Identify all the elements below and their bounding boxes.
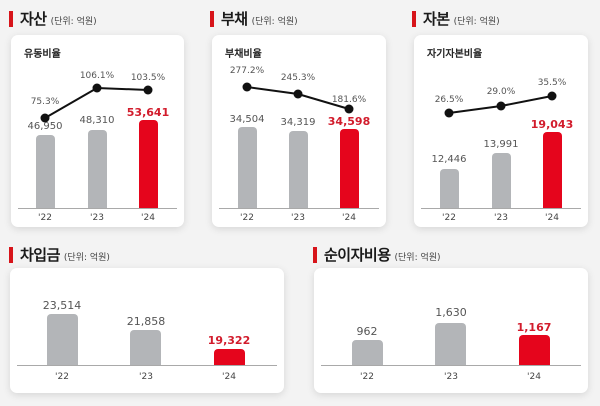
- ratio-label: 75.3%: [30, 97, 60, 107]
- bar-2023: [492, 153, 511, 208]
- borrowings-header: 차입금 (단위: 억원): [9, 244, 110, 265]
- x-axis: [18, 208, 177, 209]
- debt-ratio-label: 부채비율: [225, 49, 262, 60]
- x-axis: [321, 365, 581, 366]
- x-label: '23: [90, 213, 104, 223]
- bar-2024: [519, 335, 550, 365]
- ratio-label: 103.5%: [130, 73, 166, 83]
- bar-2024: [340, 129, 359, 208]
- bar-2022: [440, 169, 459, 208]
- ratio-label: 106.1%: [79, 71, 115, 81]
- ratio-label: 245.3%: [280, 73, 316, 83]
- liabilities-chart-card: 부채비율 277.2% 245.3% 181.6% 34,504 34,319 …: [212, 35, 386, 227]
- current-ratio-label: 유동비율: [24, 49, 61, 60]
- bar-value-highlight: 19,043: [530, 118, 574, 131]
- bar-value-highlight: 53,641: [126, 106, 170, 119]
- bar-value: 21,858: [126, 315, 166, 328]
- equity-header: 자본 (단위: 억원): [412, 8, 500, 29]
- x-label: '23: [139, 372, 153, 382]
- current-ratio-line: [40, 83, 153, 123]
- bar-value: 12,446: [431, 154, 467, 165]
- ratio-label: 26.5%: [434, 95, 464, 105]
- x-label: '22: [240, 213, 254, 223]
- x-label: '22: [360, 372, 374, 382]
- section-accent-bar: [9, 246, 13, 263]
- x-label: '22: [442, 213, 456, 223]
- x-label: '24: [141, 213, 155, 223]
- debt-ratio-line: [242, 82, 354, 114]
- unit-label: (단위: 억원): [50, 17, 97, 27]
- bar-value: 34,319: [280, 117, 316, 128]
- bar-value-highlight: 1,167: [516, 321, 552, 334]
- net-interest-chart-card: 962 1,630 1,167 '22 '23 '24: [314, 268, 588, 393]
- unit-label: (단위: 억원): [251, 17, 298, 27]
- unit-label: (단위: 억원): [63, 253, 110, 263]
- net-interest-header: 순이자비용 (단위: 억원): [313, 244, 441, 265]
- bar-value: 48,310: [79, 115, 115, 126]
- equity-ratio-line: [444, 91, 557, 118]
- bar-value: 34,504: [229, 114, 265, 125]
- section-accent-bar: [412, 10, 416, 27]
- equity-ratio-label: 자기자본비율: [427, 49, 483, 60]
- x-axis: [219, 208, 379, 209]
- bar-2023: [435, 323, 466, 365]
- assets-title: 자산: [20, 10, 47, 28]
- x-label: '22: [55, 372, 69, 382]
- ratio-label: 35.5%: [537, 78, 567, 88]
- section-accent-bar: [9, 10, 13, 27]
- x-label: '24: [527, 372, 541, 382]
- x-axis: [421, 208, 581, 209]
- bar-value-highlight: 19,322: [207, 334, 251, 347]
- bar-2022: [36, 135, 55, 208]
- x-label: '23: [444, 372, 458, 382]
- liabilities-header: 부채 (단위: 억원): [210, 8, 298, 29]
- borrowings-chart-card: 23,514 21,858 19,322 '22 '23 '24: [10, 268, 284, 393]
- x-label: '23: [291, 213, 305, 223]
- x-axis: [17, 365, 277, 366]
- bar-value-highlight: 34,598: [327, 115, 371, 128]
- assets-header: 자산 (단위: 억원): [9, 8, 97, 29]
- x-label: '22: [38, 213, 52, 223]
- bar-2024: [543, 132, 562, 208]
- unit-label: (단위: 억원): [394, 253, 441, 263]
- bar-value: 962: [356, 325, 378, 338]
- assets-chart-card: 유동비율 75.3% 106.1% 103.5% 46,950 48,310 5…: [11, 35, 184, 227]
- x-label: '24: [545, 213, 559, 223]
- net-interest-title: 순이자비용: [324, 246, 391, 264]
- bar-2023: [289, 131, 308, 208]
- x-label: '24: [222, 372, 236, 382]
- equity-title: 자본: [423, 10, 450, 28]
- bar-2023: [130, 330, 161, 365]
- section-accent-bar: [313, 246, 317, 263]
- bar-2024: [139, 120, 158, 208]
- ratio-label: 29.0%: [486, 87, 516, 97]
- bar-value: 23,514: [42, 299, 82, 312]
- bar-value: 1,630: [435, 306, 467, 319]
- bar-2022: [47, 314, 78, 365]
- ratio-label: 277.2%: [229, 66, 265, 76]
- x-label: '23: [494, 213, 508, 223]
- bar-value: 13,991: [483, 139, 519, 150]
- x-label: '24: [342, 213, 356, 223]
- bar-2022: [352, 340, 383, 365]
- borrowings-title: 차입금: [20, 246, 60, 264]
- ratio-label: 181.6%: [331, 95, 367, 105]
- bar-2023: [88, 130, 107, 208]
- bar-value: 46,950: [27, 121, 63, 132]
- equity-chart-card: 자기자본비율 26.5% 29.0% 35.5% 12,446 13,991 1…: [414, 35, 588, 227]
- bar-2024: [214, 349, 245, 365]
- liabilities-title: 부채: [221, 10, 248, 28]
- unit-label: (단위: 억원): [453, 17, 500, 27]
- section-accent-bar: [210, 10, 214, 27]
- bar-2022: [238, 127, 257, 208]
